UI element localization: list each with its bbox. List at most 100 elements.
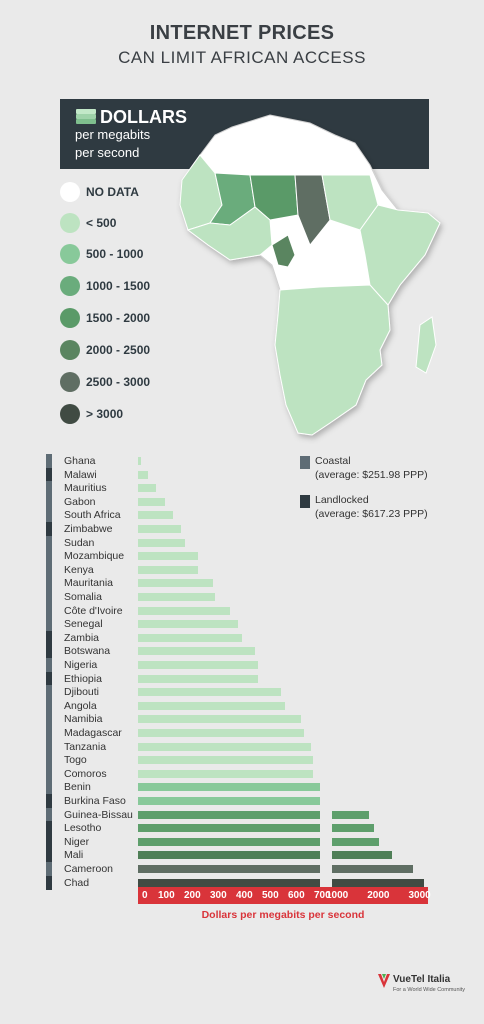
brand-name: VueTel Italia: [393, 974, 451, 985]
coastal-key-label: Coastal: [315, 455, 351, 467]
country-label: Côte d'Ivoire: [64, 604, 123, 617]
country-label: Mauritania: [64, 577, 114, 590]
country-label: Mali: [64, 849, 84, 862]
coastal-key-note: (average: $251.98 PPP): [315, 469, 428, 481]
country-label: Somalia: [64, 591, 102, 603]
bar: [138, 620, 239, 629]
bar: [138, 756, 313, 765]
country-label: Zambia: [64, 631, 100, 644]
x-axis-bar: [138, 887, 428, 904]
country-label: Botswana: [64, 645, 111, 658]
bar-continued: [332, 865, 413, 873]
group-indicator-segment: [46, 862, 52, 877]
bar-continued: [332, 824, 375, 833]
group-indicator-segment: [46, 712, 52, 727]
bar: [138, 701, 285, 710]
legend-swatch: [60, 182, 80, 202]
legend-swatch: [60, 213, 80, 233]
x-tick-label: 100: [158, 890, 175, 901]
legend-swatch: [60, 308, 80, 328]
country-label: Zimbabwe: [64, 523, 113, 535]
bar: [138, 729, 305, 737]
country-label: Ethiopia: [64, 672, 102, 685]
landlocked-key-note: (average: $617.23 PPP): [315, 508, 428, 520]
bar: [138, 552, 198, 561]
country-label: Namibia: [64, 713, 103, 726]
bar: [138, 497, 166, 506]
bar: [138, 769, 313, 778]
group-indicator-segment: [46, 467, 52, 482]
country-label: Sudan: [64, 536, 95, 549]
x-tick-label: 700: [314, 890, 331, 901]
country-label: Benin: [64, 781, 91, 794]
group-indicator-segment: [46, 603, 52, 618]
legend-header-sub1: per megabits: [75, 127, 151, 142]
x-tick-label: 500: [262, 890, 279, 901]
region-chad: [294, 174, 331, 246]
group-indicator-segment: [46, 848, 52, 863]
group-indicator-segment: [46, 535, 52, 550]
bar: [138, 579, 214, 588]
group-indicator-segment: [46, 617, 52, 632]
group-indicator-segment: [46, 821, 52, 836]
coastal-key-swatch: [300, 456, 310, 469]
country-label: Gabon: [64, 495, 96, 508]
legend-swatch: [60, 244, 80, 264]
group-indicator-segment: [46, 671, 52, 686]
group-indicator-segment: [46, 875, 52, 890]
country-label: Nigeria: [64, 659, 98, 671]
bar: [138, 742, 311, 751]
x-tick-label: 0: [142, 890, 148, 901]
country-label: Tanzania: [64, 740, 107, 753]
money-stack-icon: [76, 109, 96, 124]
group-indicator-segment: [46, 522, 52, 537]
x-axis-title: Dollars per megabits per second: [201, 909, 365, 921]
country-label: Djibouti: [64, 686, 100, 699]
group-indicator-segment: [46, 454, 52, 469]
group-indicator-segment: [46, 766, 52, 781]
bar: [138, 824, 320, 833]
bar-continued: [332, 837, 380, 846]
bar: [138, 810, 320, 819]
group-indicator-segment: [46, 508, 52, 523]
region-south: [274, 284, 391, 436]
region-cameroon: [271, 234, 296, 268]
group-indicator-segment: [46, 739, 52, 754]
group-indicator-segment: [46, 576, 52, 591]
country-label: Lesotho: [64, 822, 102, 835]
legend-header-sub2: per second: [75, 145, 140, 160]
country-label: Kenya: [64, 563, 94, 576]
vuetel-logo-icon: [378, 974, 390, 988]
africa-map: [179, 114, 441, 436]
legend-header-title: DOLLARS: [100, 107, 187, 127]
group-indicator-segment: [46, 753, 52, 768]
legend-swatch: [60, 404, 80, 424]
country-label: Malawi: [64, 468, 97, 481]
bar: [138, 633, 242, 642]
country-label: Angola: [64, 699, 97, 712]
group-indicator-segment: [46, 834, 52, 849]
group-indicator-segment: [46, 590, 52, 605]
country-label: Ghana: [64, 455, 96, 467]
country-label: Mauritius: [64, 482, 107, 495]
group-indicator-segment: [46, 658, 52, 673]
bar-continued: [332, 810, 370, 819]
country-label: Chad: [64, 876, 90, 889]
bar-continued: [332, 851, 392, 860]
region-east: [359, 204, 441, 306]
bar: [138, 647, 255, 656]
bar: [138, 525, 181, 533]
bar: [138, 484, 157, 493]
page-subtitle: CAN LIMIT AFRICAN ACCESS: [118, 48, 366, 67]
region-madagascar: [415, 316, 437, 374]
country-label: Burkina Faso: [64, 795, 126, 807]
bar: [138, 470, 149, 479]
x-tick-label: 600: [288, 890, 305, 901]
group-indicator-segment: [46, 726, 52, 741]
group-indicator-segment: [46, 780, 52, 795]
bar: [138, 538, 185, 547]
group-indicator-segment: [46, 549, 52, 564]
landlocked-key-swatch: [300, 495, 310, 508]
x-tick-label: 3000: [408, 890, 431, 901]
